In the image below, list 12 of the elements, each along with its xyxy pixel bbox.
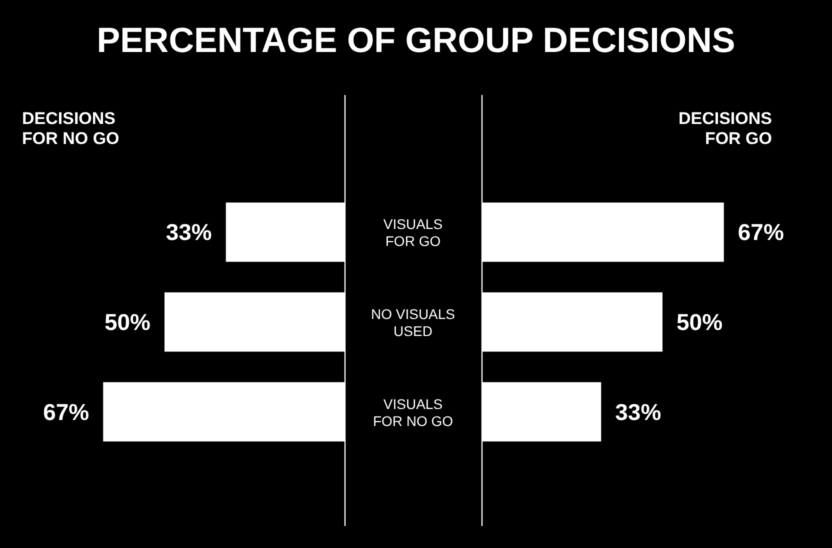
data-label: 67% [43,398,90,425]
data-label: 33% [615,398,662,425]
data-label: 50% [676,309,723,335]
chart-subtitle: DECISIONS FOR NO GO [22,109,120,148]
data-label: 33% [166,219,212,246]
text: PERCENTAGE OF GROUP DECISIONS [96,21,736,60]
chart-subtitle: DECISIONS FOR GO [678,109,772,148]
y-tick-label: VISUALS FOR NO GO [372,396,454,429]
data-label: 50% [104,309,150,335]
y-tick-label: VISUALS FOR GO [383,216,443,250]
data-label: 67% [738,219,784,246]
y-tick-label: NO VISUALS USED [370,306,456,339]
